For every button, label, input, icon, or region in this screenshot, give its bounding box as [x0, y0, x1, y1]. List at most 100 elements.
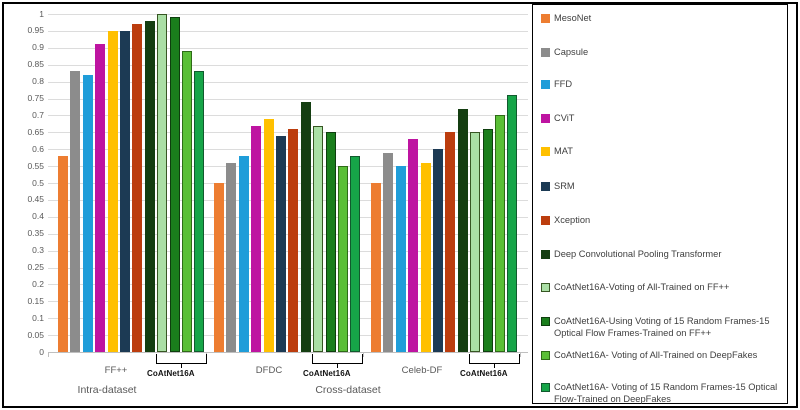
bar: [408, 139, 419, 352]
legend-swatch-icon: [541, 250, 550, 259]
gridline: [48, 335, 528, 337]
legend-label: SRM: [554, 181, 575, 191]
y-tick-label: 0.15: [27, 295, 44, 306]
legend-swatch-icon: [541, 48, 550, 57]
y-tick-label: 0.5: [32, 177, 44, 188]
legend-label: Deep Convolutional Pooling Transformer: [554, 249, 722, 259]
bar: [338, 166, 348, 352]
bar: [226, 162, 237, 352]
bar: [325, 132, 336, 352]
x-axis-tick: [363, 353, 364, 357]
gridline: [48, 216, 528, 218]
y-tick-label: 0.4: [32, 211, 44, 222]
bar: [132, 24, 143, 352]
y-tick-label: 0: [39, 346, 44, 357]
legend-item: MAT: [541, 146, 781, 158]
gridline: [48, 233, 528, 235]
bar: [214, 183, 224, 352]
legend-swatch-icon: [541, 283, 550, 292]
legend-item: Capsule: [541, 47, 781, 59]
section-label: Cross-dataset: [315, 384, 381, 396]
bar: [157, 14, 168, 352]
y-tick-label: 0.8: [32, 76, 44, 87]
bar: [263, 118, 274, 352]
legend-label: CViT: [554, 113, 575, 123]
bar: [495, 115, 505, 352]
legend-label: Xception: [554, 215, 591, 225]
legend-label: CoAtNet16A- Voting of All-Trained on Dee…: [554, 350, 758, 360]
bar: [300, 101, 311, 352]
gridline: [48, 30, 528, 32]
legend-swatch-icon: [541, 80, 550, 89]
y-tick-label: 0.65: [27, 126, 44, 137]
coatnet-bracket-tick: [180, 363, 183, 368]
legend-label: MesoNet: [554, 13, 592, 23]
legend-item: CoAtNet16A- Voting of 15 Random Frames-1…: [541, 382, 781, 405]
legend-label: CoAtNet16A- Voting of 15 Random Frames-1…: [554, 382, 778, 404]
bar: [350, 155, 361, 352]
bar: [194, 71, 205, 352]
gridline: [48, 98, 528, 100]
bar: [82, 74, 93, 352]
legend-swatch-icon: [541, 114, 550, 123]
gridline: [48, 166, 528, 168]
coatnet-bracket-tick: [493, 363, 496, 368]
y-tick-label: 0.2: [32, 278, 44, 289]
coatnet-bracket-label: CoAtNet16A: [302, 369, 351, 378]
legend-swatch-icon: [541, 383, 550, 392]
bar: [395, 166, 406, 352]
legend-swatch-icon: [541, 14, 550, 23]
gridline: [48, 250, 528, 252]
y-tick-label: 0.3: [32, 245, 44, 256]
y-tick-label: 0.35: [27, 228, 44, 239]
category-label: DFDC: [255, 365, 283, 376]
gridline: [48, 64, 528, 66]
y-tick-label: 1: [39, 8, 44, 19]
x-axis-line: [48, 352, 528, 353]
bar: [276, 135, 286, 352]
bar: [58, 155, 68, 352]
legend-swatch-icon: [541, 147, 550, 156]
y-tick-label: 0.25: [27, 262, 44, 272]
y-tick-label: 0.45: [27, 194, 44, 205]
coatnet-bracket-label: CoAtNet16A: [146, 369, 195, 378]
legend-item: Xception: [541, 215, 781, 227]
bar: [144, 20, 155, 352]
bar: [371, 183, 381, 352]
gridline: [48, 47, 528, 49]
legend-item: SRM: [541, 181, 781, 193]
gridline: [48, 132, 528, 134]
legend: MesoNet Capsule FFD CViT MAT SRM Xception Deep …: [532, 4, 788, 404]
gridline: [48, 149, 528, 151]
bar: [70, 71, 81, 352]
x-axis-tick: [520, 353, 521, 357]
y-tick-label: 0.9: [32, 42, 44, 53]
bar: [120, 30, 130, 352]
bar: [107, 30, 118, 352]
legend-swatch-icon: [541, 216, 550, 225]
y-tick-label: 0.95: [27, 25, 44, 36]
y-tick-label: 0.55: [27, 160, 44, 171]
y-tick-label: 0.05: [27, 329, 44, 340]
category-label: FF++: [104, 365, 128, 376]
legend-label: CoAtNet16A-Using Voting of 15 Random Fra…: [554, 316, 770, 338]
legend-label: MAT: [554, 146, 573, 156]
gridline: [48, 318, 528, 320]
legend-label: Capsule: [554, 47, 589, 57]
bar-chart: 0 0.05 0.1 0.15 0.2 0.25 0.3 0.35 0.4 0.45 0.5 0.55…: [27, 8, 528, 396]
bar: [507, 95, 518, 352]
legend-swatch-icon: [541, 182, 550, 191]
gridline: [48, 14, 528, 15]
gridline: [48, 199, 528, 201]
gridline: [48, 115, 528, 117]
legend-swatch-icon: [541, 317, 550, 326]
bar: [238, 155, 249, 352]
coatnet-bracket-label: CoAtNet16A: [459, 369, 508, 378]
bar: [457, 108, 468, 352]
bar: [182, 51, 192, 352]
bar: [95, 44, 106, 352]
legend-swatch-icon: [541, 351, 550, 360]
x-axis-tick: [48, 353, 49, 357]
bar: [313, 125, 324, 352]
bar: [420, 162, 431, 352]
